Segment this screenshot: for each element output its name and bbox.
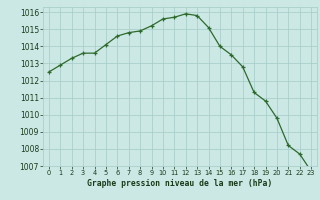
X-axis label: Graphe pression niveau de la mer (hPa): Graphe pression niveau de la mer (hPa) xyxy=(87,179,273,188)
